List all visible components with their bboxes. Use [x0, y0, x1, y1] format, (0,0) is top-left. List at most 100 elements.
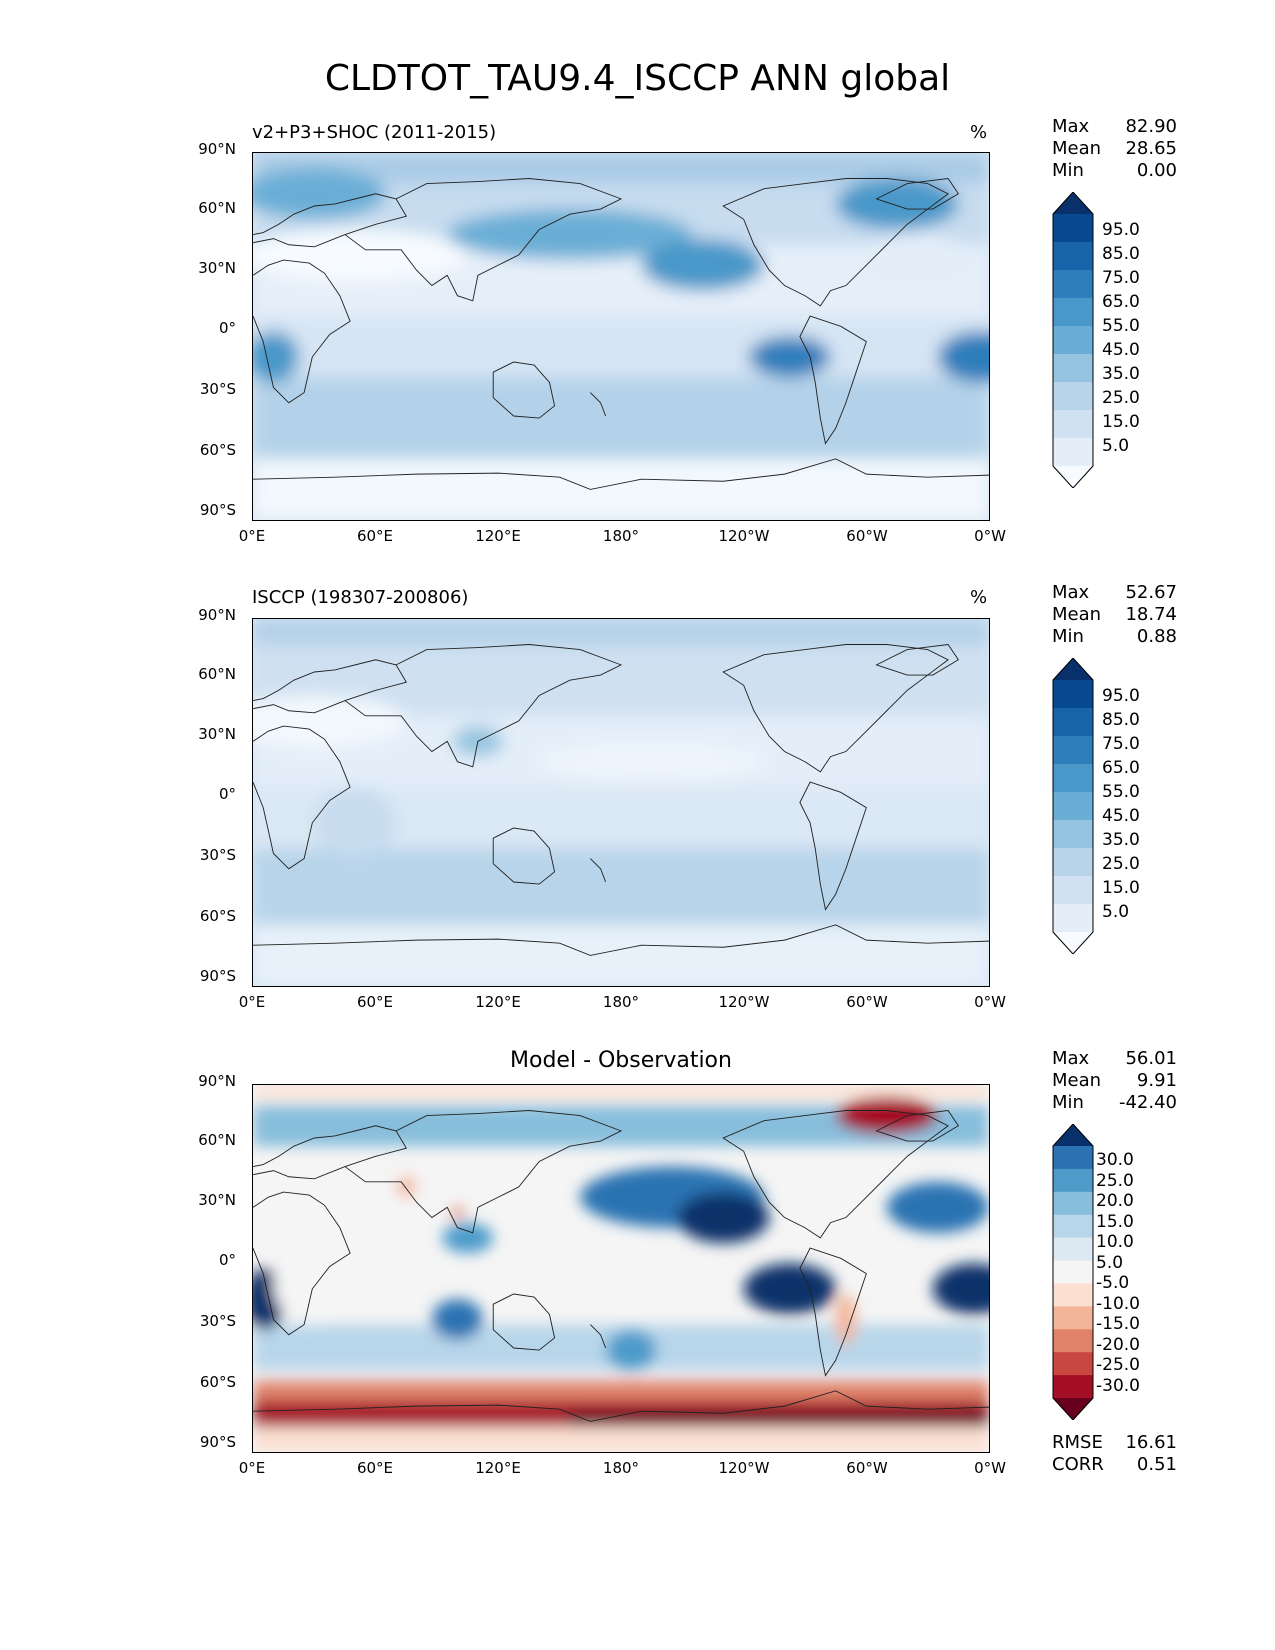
- colorbar-label: -15.0: [1096, 1314, 1140, 1334]
- colorbar-segment: [1053, 764, 1093, 793]
- colorbar-extend-bottom: [1053, 466, 1093, 488]
- colorbar-label: 35.0: [1102, 364, 1140, 384]
- panel-1-lon-tick: 60°E: [356, 527, 394, 545]
- stat-row: Mean 28.65: [1052, 138, 1177, 160]
- stat-row: Min 0.00: [1052, 160, 1177, 182]
- panel-3-map: [252, 1084, 990, 1453]
- panel-1-colorbar: [1052, 192, 1094, 488]
- colorbar-blocks: [1052, 658, 1094, 954]
- colorbar-segment: [1053, 214, 1093, 243]
- stat-row: Mean 18.74: [1052, 604, 1177, 626]
- panel-2-lon-tick: 0°W: [974, 993, 1006, 1011]
- colorbar-segment: [1053, 1146, 1093, 1170]
- panel-3-map-svg: [253, 1085, 989, 1452]
- colorbar-label: 45.0: [1102, 806, 1140, 826]
- colorbar-extend-bottom: [1053, 1398, 1093, 1420]
- panel-2-units: %: [970, 587, 988, 608]
- stat-row: Max 52.67: [1052, 582, 1177, 604]
- colorbar-label: 5.0: [1096, 1253, 1124, 1273]
- panel-2-lat-tick: 30°N: [198, 725, 236, 743]
- colorbar-segment: [1053, 904, 1093, 933]
- panel-1-lon-tick: 180°: [602, 527, 640, 545]
- stat-label: Min: [1052, 1092, 1084, 1113]
- panel-2-lat-tick: 60°N: [198, 665, 236, 683]
- panel-1-lon-tick: 120°W: [718, 527, 770, 545]
- colorbar-segment: [1053, 438, 1093, 467]
- colorbar-label: 75.0: [1102, 268, 1140, 288]
- colorbar-label: 75.0: [1102, 734, 1140, 754]
- stat-value: 0.00: [1136, 160, 1177, 181]
- panel-2-lat-tick: 90°N: [198, 606, 236, 624]
- colorbar-segment: [1053, 242, 1093, 271]
- colorbar-extend-bottom: [1053, 932, 1093, 954]
- colorbar-segment: [1053, 1375, 1093, 1399]
- colorbar-segment: [1053, 298, 1093, 327]
- panel-1-lon-tick: 0°E: [238, 527, 266, 545]
- colorbar-extend-top: [1053, 658, 1093, 680]
- colorbar-label: 55.0: [1102, 316, 1140, 336]
- colorbar-segment: [1053, 736, 1093, 765]
- colorbar-label: -5.0: [1096, 1273, 1130, 1293]
- colorbar-blocks: [1052, 192, 1094, 488]
- colorbar-label: 65.0: [1102, 292, 1140, 312]
- panel-1-lat-tick: 60°N: [198, 199, 236, 217]
- colorbar-label: 55.0: [1102, 782, 1140, 802]
- colorbar-label: 85.0: [1102, 710, 1140, 730]
- colorbar-label: 15.0: [1096, 1212, 1134, 1232]
- stat-row: Mean 9.91: [1052, 1070, 1177, 1092]
- panel-1-lat-tick: 90°S: [199, 501, 236, 519]
- colorbar-segment: [1053, 1260, 1093, 1284]
- stat-label: Mean: [1052, 138, 1102, 159]
- panel-3-lon-tick: 120°W: [718, 1459, 770, 1477]
- stat-row: Min -42.40: [1052, 1092, 1177, 1114]
- colorbar-label: 5.0: [1102, 902, 1130, 922]
- colorbar-label: -25.0: [1096, 1355, 1140, 1375]
- colorbar-segment: [1053, 1306, 1093, 1330]
- panel-3-lat-tick: 60°S: [199, 1373, 236, 1391]
- panel-3-lat-tick: 30°N: [198, 1191, 236, 1209]
- colorbar-segment: [1053, 1283, 1093, 1307]
- panel-1-stats: Max 82.90 Mean 28.65 Min 0.00: [1052, 116, 1177, 182]
- panel-3-lat-tick: 90°S: [199, 1433, 236, 1451]
- colorbar-segment: [1053, 1329, 1093, 1353]
- stat-label: Mean: [1052, 1070, 1102, 1091]
- colorbar-segment: [1053, 820, 1093, 849]
- colorbar-label: 20.0: [1096, 1191, 1134, 1211]
- panel-1-lat-tick: 60°S: [199, 441, 236, 459]
- colorbar-outline: [1052, 658, 1094, 954]
- panel-2-lon-tick: 120°E: [475, 993, 521, 1011]
- colorbar-segment: [1053, 680, 1093, 709]
- panel-3-lon-tick: 60°W: [846, 1459, 888, 1477]
- panel-2-lon-tick: 0°E: [238, 993, 266, 1011]
- stat-label: CORR: [1052, 1454, 1104, 1475]
- panel-2-lon-tick: 180°: [602, 993, 640, 1011]
- stat-row: CORR 0.51: [1052, 1454, 1177, 1476]
- colorbar-label: 35.0: [1102, 830, 1140, 850]
- stat-label: Max: [1052, 1048, 1090, 1069]
- colorbar-segment: [1053, 326, 1093, 355]
- stat-value: -42.40: [1118, 1092, 1177, 1113]
- panel-2-colorbar: [1052, 658, 1094, 954]
- panel-3-lon-tick: 0°E: [238, 1459, 266, 1477]
- panel-1-map-svg: [253, 153, 989, 520]
- stat-value: 52.67: [1125, 582, 1177, 603]
- colorbar-label: 45.0: [1102, 340, 1140, 360]
- stat-value: 0.88: [1136, 626, 1177, 647]
- colorbar-segment: [1053, 1214, 1093, 1239]
- colorbar-segment: [1053, 1168, 1093, 1193]
- colorbar-label: -10.0: [1096, 1294, 1140, 1314]
- stat-value: 9.91: [1136, 1070, 1177, 1091]
- panel-2-lat-tick: 90°S: [199, 967, 236, 985]
- panel-1-title: v2+P3+SHOC (2011-2015): [252, 122, 497, 143]
- stat-value: 28.65: [1125, 138, 1177, 159]
- colorbar-blocks: [1052, 1124, 1094, 1420]
- colorbar-outline: [1052, 192, 1094, 488]
- colorbar-segment: [1053, 1352, 1093, 1376]
- stat-label: Max: [1052, 582, 1090, 603]
- colorbar-label: 95.0: [1102, 220, 1140, 240]
- colorbar-label: 65.0: [1102, 758, 1140, 778]
- stat-row: Min 0.88: [1052, 626, 1177, 648]
- stat-value: 18.74: [1125, 604, 1177, 625]
- panel-3-lat-tick: 90°N: [198, 1072, 236, 1090]
- panel-2-map: [252, 618, 990, 987]
